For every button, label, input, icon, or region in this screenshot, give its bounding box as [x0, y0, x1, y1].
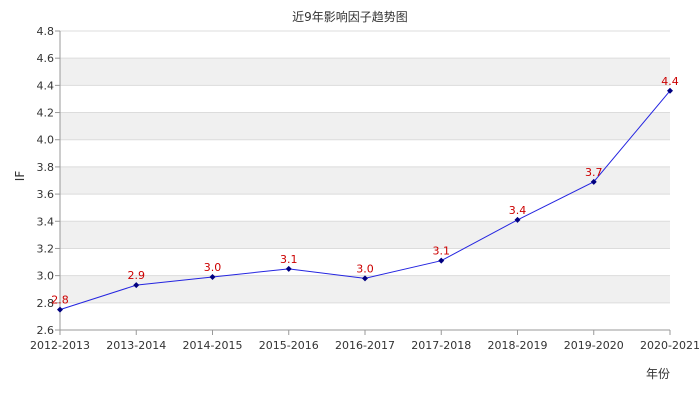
y-tick-label: 4.0 [37, 134, 55, 147]
data-point [209, 273, 216, 280]
y-tick-label: 4.8 [37, 25, 55, 38]
y-tick-label: 4.4 [37, 79, 55, 92]
background-band [60, 166, 670, 195]
data-point [133, 282, 140, 289]
data-label: 3.0 [204, 261, 222, 274]
data-label: 4.4 [661, 75, 679, 88]
data-point [514, 216, 521, 223]
x-tick-label: 2020-2021 [640, 339, 700, 352]
y-tick-label: 4.2 [37, 107, 55, 120]
y-axis-label: IF [13, 171, 27, 182]
x-tick-label: 2016-2017 [335, 339, 395, 352]
x-tick-label: 2018-2019 [488, 339, 548, 352]
data-point [438, 257, 445, 264]
data-label: 3.0 [356, 262, 374, 275]
data-point [590, 178, 597, 185]
data-label: 3.4 [509, 204, 527, 217]
x-tick-labels: 2012-2013 2013-2014 2014-2015 2015-2016 2016… [30, 339, 700, 352]
y-tick-labels: 2.6 2.8 3.0 3.2 3.4 3.6 3.8 4.0 4.2 4.4 4.6 4.8 [37, 25, 55, 337]
data-label: 2.8 [51, 294, 69, 307]
x-axis-label: 年份 [646, 367, 670, 381]
background-band [60, 58, 670, 86]
data-label: 2.9 [128, 269, 146, 282]
y-tick-label: 3.4 [37, 215, 55, 228]
x-tick-label: 2012-2013 [30, 339, 90, 352]
y-tick-label: 3.0 [37, 270, 55, 283]
data-label: 3.1 [280, 253, 298, 266]
data-point [667, 87, 673, 94]
y-tick-label: 4.6 [37, 52, 55, 65]
background-band [60, 112, 670, 140]
data-point [57, 306, 63, 313]
data-label: 3.7 [585, 166, 603, 179]
x-tick-label: 2013-2014 [106, 339, 166, 352]
data-point [285, 265, 292, 272]
y-tick-label: 3.6 [37, 188, 55, 201]
y-tick-label: 3.2 [37, 242, 55, 255]
series [57, 87, 673, 313]
y-tick-label: 3.8 [37, 161, 55, 174]
background-band [60, 221, 670, 249]
x-tick-label: 2015-2016 [259, 339, 319, 352]
x-tick-label: 2014-2015 [183, 339, 243, 352]
chart-title: 近9年影响因子趋势图 [292, 9, 408, 24]
axes [55, 30, 671, 335]
y-tick-label: 2.6 [37, 324, 55, 337]
background-bands [60, 58, 670, 303]
data-label: 3.1 [433, 245, 451, 258]
x-tick-label: 2019-2020 [564, 339, 624, 352]
y-tick-label: 2.8 [37, 297, 55, 310]
data-labels: 2.8 2.9 3.0 3.1 3.0 3.1 3.4 3.7 4.4 [51, 75, 679, 307]
x-tick-label: 2017-2018 [411, 339, 471, 352]
data-point [362, 275, 368, 282]
